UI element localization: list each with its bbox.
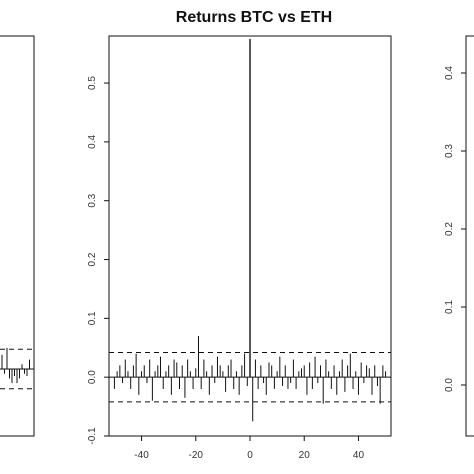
y-tick-label: 0.0 <box>87 370 98 384</box>
right-y-tick-label: 0.1 <box>444 300 455 314</box>
center-y-axis: -0.1 0.0 0.1 0.2 0.3 0.4 0.5 <box>87 76 109 445</box>
right-panel: 0.0 0.1 0.2 0.3 0.4 <box>444 35 474 437</box>
right-y-tick-label: 0.3 <box>444 144 455 158</box>
x-tick-label: 40 <box>353 450 365 461</box>
y-tick-label: -0.1 <box>87 427 98 445</box>
right-plot-frame <box>465 35 474 437</box>
y-tick-label: 0.2 <box>87 252 98 266</box>
x-tick-label: -20 <box>189 450 204 461</box>
right-y-tick-label: 0.4 <box>444 66 455 80</box>
left-panel-marks <box>0 347 34 390</box>
center-confidence-bounds <box>109 351 391 403</box>
center-x-axis: -40 -20 0 20 40 <box>134 436 364 461</box>
y-tick-label: 0.1 <box>87 311 98 325</box>
left-plot-frame <box>0 35 35 437</box>
right-y-tick-label: 0.0 <box>444 378 455 392</box>
left-panel <box>0 35 35 437</box>
x-tick-label: 20 <box>299 450 311 461</box>
right-y-tick-label: 0.2 <box>444 222 455 236</box>
x-tick-label: -40 <box>134 450 149 461</box>
y-tick-label: 0.4 <box>87 134 98 148</box>
y-tick-label: 0.3 <box>87 193 98 207</box>
y-tick-label: 0.5 <box>87 76 98 90</box>
chart-title: Returns BTC vs ETH <box>176 9 332 26</box>
right-y-axis: 0.0 0.1 0.2 0.3 0.4 <box>444 66 466 392</box>
center-panel: Returns BTC vs ETH -0.1 0.0 0.1 0.2 0.3 0.4 0.… <box>87 9 392 461</box>
center-bars <box>109 38 391 422</box>
x-tick-label: 0 <box>247 450 253 461</box>
